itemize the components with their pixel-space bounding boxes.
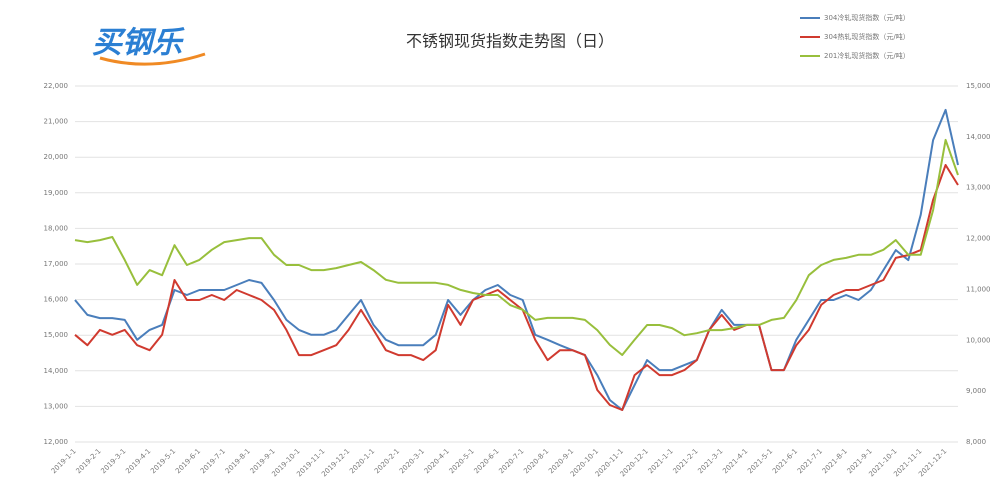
- x-tick-label: 2021-6-1: [771, 447, 799, 475]
- x-tick-label: 2020-7-1: [497, 447, 525, 475]
- x-tick-label: 2021-8-1: [821, 447, 849, 475]
- series-line: [74, 138, 959, 356]
- y-tick-label: 13,000: [44, 402, 69, 410]
- x-tick-label: 2020-5-1: [448, 447, 476, 475]
- y-tick-label: 22,000: [44, 82, 69, 90]
- y-tick-label: 14,000: [44, 367, 69, 375]
- series-line: [74, 108, 959, 411]
- y-tick-label: 12,000: [44, 438, 69, 446]
- x-tick-label: 2020-2-1: [373, 447, 401, 475]
- y-tick-label: 19,000: [44, 189, 69, 197]
- y2-tick-label: 10,000: [966, 336, 991, 344]
- chart-title: 不锈钢现货指数走势图（日）: [406, 32, 614, 51]
- logo: 买钢乐: [92, 26, 185, 61]
- legend-label: 304热轧现货指数（元/吨）: [824, 32, 910, 41]
- x-tick-label: 2021-1-1: [647, 447, 675, 475]
- x-tick-label: 2019-6-1: [174, 447, 202, 475]
- y-tick-label: 20,000: [44, 153, 69, 161]
- x-tick-label: 2021-7-1: [796, 447, 824, 475]
- legend-label: 304冷轧现货指数（元/吨）: [824, 13, 910, 22]
- x-tick-label: 2019-2-1: [75, 447, 103, 475]
- x-tick-label: 2021-3-1: [696, 447, 724, 475]
- x-tick-label: 2019-3-1: [99, 447, 127, 475]
- x-tick-label: 2019-1-1: [50, 447, 78, 475]
- x-tick-label: 2020-8-1: [522, 447, 550, 475]
- y2-tick-label: 14,000: [966, 133, 991, 141]
- x-tick-label: 2019-8-1: [224, 447, 252, 475]
- x-tick-label: 2020-1-1: [348, 447, 376, 475]
- y-tick-label: 17,000: [44, 260, 69, 268]
- legend-label: 201冷轧现货指数（元/吨）: [824, 51, 910, 60]
- y2-tick-label: 11,000: [966, 285, 991, 293]
- y-tick-label: 16,000: [44, 296, 69, 304]
- y2-tick-label: 12,000: [966, 235, 991, 243]
- x-tick-label: 2021-2-1: [672, 447, 700, 475]
- y-tick-label: 18,000: [44, 224, 69, 232]
- y2-tick-label: 13,000: [966, 184, 991, 192]
- x-tick-label: 2019-5-1: [149, 447, 177, 475]
- x-tick-label: 2021-4-1: [721, 447, 749, 475]
- y2-tick-label: 15,000: [966, 82, 991, 90]
- y2-tick-label: 9,000: [966, 387, 986, 395]
- x-tick-label: 2019-4-1: [124, 447, 152, 475]
- logo-swoosh: [99, 52, 206, 66]
- x-tick-label: 2021-5-1: [746, 447, 774, 475]
- x-tick-label: 2020-3-1: [398, 447, 426, 475]
- x-tick-label: 2019-7-1: [199, 447, 227, 475]
- y-tick-label: 21,000: [44, 118, 69, 126]
- x-tick-label: 2020-6-1: [473, 447, 501, 475]
- series-line: [74, 164, 959, 411]
- x-tick-label: 2020-4-1: [423, 447, 451, 475]
- y-tick-label: 15,000: [44, 331, 69, 339]
- y2-tick-label: 8,000: [966, 438, 986, 446]
